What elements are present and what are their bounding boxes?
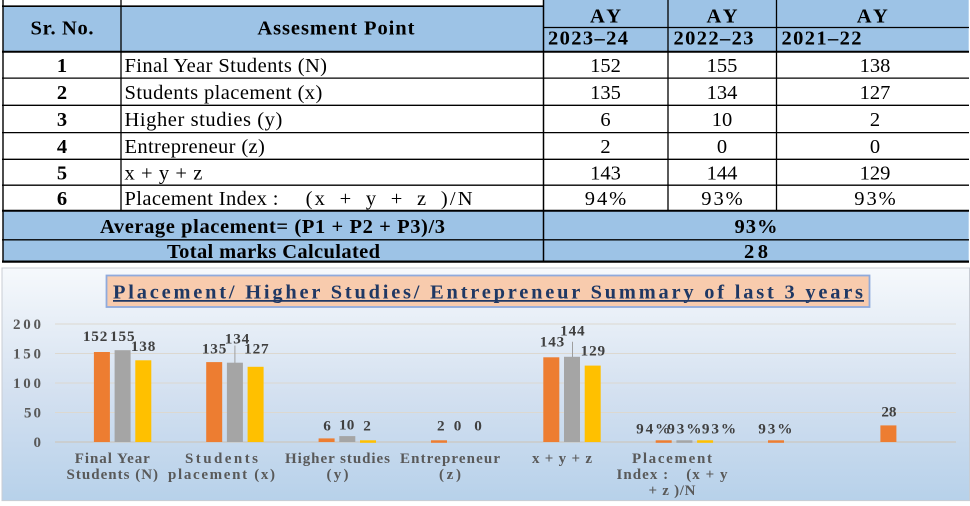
svg-text:0: 0 bbox=[474, 418, 482, 435]
svg-text:Final Year Students (N): Final Year Students (N) bbox=[125, 55, 328, 77]
svg-text:+ z )/N: + z )/N bbox=[649, 483, 696, 499]
svg-text:135: 135 bbox=[590, 82, 621, 104]
svg-text:129: 129 bbox=[860, 163, 891, 185]
svg-text:144: 144 bbox=[560, 322, 585, 339]
svg-text:143: 143 bbox=[540, 334, 565, 351]
svg-text:2: 2 bbox=[600, 136, 610, 158]
svg-text:Sr. No.: Sr. No. bbox=[31, 17, 94, 39]
svg-text:Average placement= (P1 + P2 +: Average placement= (P1 + P2 + P3)/3 bbox=[100, 216, 445, 238]
svg-text:Final Year: Final Year bbox=[75, 451, 150, 467]
svg-text:Higher studies: Higher studies bbox=[285, 451, 390, 467]
svg-text:placement (x): placement (x) bbox=[168, 467, 275, 483]
svg-text:2023–24: 2023–24 bbox=[548, 27, 628, 49]
svg-text:(y): (y) bbox=[327, 467, 349, 483]
svg-text:3: 3 bbox=[57, 109, 67, 131]
svg-text:93%: 93% bbox=[854, 188, 896, 210]
svg-text:4: 4 bbox=[57, 136, 67, 158]
svg-text:152: 152 bbox=[590, 55, 621, 77]
svg-text:152: 152 bbox=[83, 328, 108, 345]
svg-text:134: 134 bbox=[707, 82, 738, 104]
svg-text:Students: Students bbox=[185, 451, 258, 467]
svg-text:Students placement (x): Students placement (x) bbox=[125, 82, 323, 104]
svg-text:Students (N): Students (N) bbox=[67, 467, 159, 483]
svg-text:5: 5 bbox=[57, 163, 67, 185]
svg-text:Placement: Placement bbox=[632, 451, 712, 467]
svg-text:155: 155 bbox=[110, 328, 135, 345]
svg-text:2022–23: 2022–23 bbox=[674, 27, 754, 49]
svg-text:134: 134 bbox=[225, 331, 250, 348]
svg-text:93%: 93% bbox=[758, 421, 792, 438]
svg-text:AY: AY bbox=[707, 5, 738, 27]
svg-text:100: 100 bbox=[13, 376, 41, 392]
svg-text:Placement/ Higher Studies/ Ent: Placement/ Higher Studies/ Entrepreneur … bbox=[113, 282, 863, 304]
svg-text:150: 150 bbox=[13, 347, 41, 363]
svg-text:Index : (x + y: Index : (x + y bbox=[617, 467, 729, 483]
svg-text:94%: 94% bbox=[585, 188, 627, 210]
svg-text:Assesment Point: Assesment Point bbox=[257, 17, 414, 39]
svg-text:2021–22: 2021–22 bbox=[782, 27, 862, 49]
svg-text:155: 155 bbox=[707, 55, 738, 77]
svg-text:143: 143 bbox=[590, 163, 621, 185]
svg-text:2: 2 bbox=[437, 418, 445, 435]
svg-text:Entrepreneur: Entrepreneur bbox=[400, 451, 500, 467]
svg-text:AY: AY bbox=[857, 5, 888, 27]
svg-text:129: 129 bbox=[581, 342, 606, 359]
svg-text:93%: 93% bbox=[667, 421, 701, 438]
svg-text:Entrepreneur (z): Entrepreneur (z) bbox=[125, 136, 265, 158]
svg-text:(z): (z) bbox=[439, 467, 461, 483]
svg-text:127: 127 bbox=[244, 341, 269, 358]
svg-text:x + y + z: x + y + z bbox=[125, 163, 203, 185]
svg-text:Higher studies (y): Higher studies (y) bbox=[125, 109, 283, 131]
svg-text:0: 0 bbox=[717, 136, 727, 158]
svg-text:138: 138 bbox=[860, 55, 891, 77]
svg-text:93%: 93% bbox=[701, 188, 743, 210]
svg-text:135: 135 bbox=[202, 341, 227, 358]
svg-text:0: 0 bbox=[34, 435, 42, 451]
svg-text:AY: AY bbox=[590, 5, 621, 27]
svg-text:2: 2 bbox=[363, 418, 371, 435]
svg-text:2: 2 bbox=[57, 82, 67, 104]
svg-text:28: 28 bbox=[881, 404, 897, 421]
svg-text:127: 127 bbox=[860, 82, 891, 104]
svg-text:144: 144 bbox=[707, 163, 738, 185]
svg-text:0: 0 bbox=[454, 418, 462, 435]
svg-text:138: 138 bbox=[131, 338, 156, 355]
svg-text:6: 6 bbox=[600, 109, 610, 131]
svg-text:10: 10 bbox=[712, 109, 733, 131]
svg-text:10: 10 bbox=[339, 416, 355, 433]
svg-text:6: 6 bbox=[323, 418, 331, 435]
svg-text:6: 6 bbox=[57, 188, 67, 210]
svg-text:1: 1 bbox=[57, 55, 67, 77]
svg-text:Total marks Calculated: Total marks Calculated bbox=[167, 241, 381, 263]
svg-text:x + y + z: x + y + z bbox=[532, 451, 592, 467]
svg-text:0: 0 bbox=[870, 136, 880, 158]
svg-text:2: 2 bbox=[870, 109, 880, 131]
svg-text:94%: 94% bbox=[636, 421, 670, 438]
svg-text:200: 200 bbox=[13, 317, 41, 333]
svg-text:Placement Index :: Placement Index : bbox=[125, 188, 279, 210]
